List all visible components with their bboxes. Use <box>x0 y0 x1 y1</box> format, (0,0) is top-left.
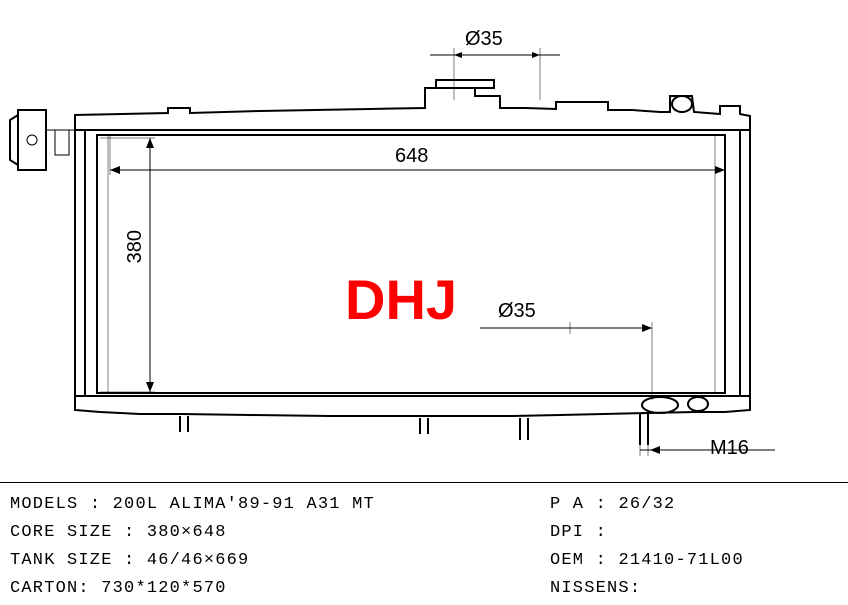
spec-value: 26/32 <box>618 495 675 514</box>
spec-col-right: P A : 26/32 DPI : OEM : 21410-71L00 NISS… <box>550 491 838 603</box>
spec-label: OEM <box>550 551 584 570</box>
spec-value: 200L ALIMA'89-91 A31 MT <box>113 495 375 514</box>
spec-dpi: DPI : <box>550 519 838 547</box>
spec-label: P A <box>550 495 584 514</box>
spec-value: 730*120*570 <box>101 579 226 598</box>
spec-label: NISSENS <box>550 579 630 598</box>
dim-mid-dia <box>480 322 652 400</box>
spec-col-left: MODELS : 200L ALIMA'89-91 A31 MT CORE SI… <box>10 491 550 603</box>
spec-pa: P A : 26/32 <box>550 491 838 519</box>
spec-table: MODELS : 200L ALIMA'89-91 A31 MT CORE SI… <box>0 482 848 603</box>
dim-label-width: 648 <box>395 145 428 168</box>
spec-value: 46/46×669 <box>147 551 250 570</box>
dim-label-top-dia: Ø35 <box>465 28 503 51</box>
watermark: DHJ <box>345 267 457 332</box>
spec-core-size: CORE SIZE : 380×648 <box>10 519 550 547</box>
dim-bolt <box>640 438 775 456</box>
spec-oem: OEM : 21410-71L00 <box>550 547 838 575</box>
dim-top-dia <box>430 48 560 100</box>
technical-drawing: Ø35 648 380 Ø35 M16 DHJ <box>0 0 848 490</box>
spec-label: DPI <box>550 523 584 542</box>
left-flange <box>10 110 75 170</box>
spec-carton: CARTON: 730*120*570 <box>10 575 550 603</box>
spec-label: TANK SIZE <box>10 551 113 570</box>
spec-tank-size: TANK SIZE : 46/46×669 <box>10 547 550 575</box>
dim-label-bolt: M16 <box>710 437 749 460</box>
dim-label-height: 380 <box>124 230 147 263</box>
spec-value: 380×648 <box>147 523 227 542</box>
spec-value: 21410-71L00 <box>618 551 743 570</box>
spec-label: CARTON <box>10 579 78 598</box>
dim-label-mid-dia: Ø35 <box>498 300 536 323</box>
radiator-body <box>75 80 750 445</box>
spec-models: MODELS : 200L ALIMA'89-91 A31 MT <box>10 491 550 519</box>
spec-label: CORE SIZE <box>10 523 113 542</box>
spec-nissens: NISSENS: <box>550 575 838 603</box>
spec-label: MODELS <box>10 495 78 514</box>
